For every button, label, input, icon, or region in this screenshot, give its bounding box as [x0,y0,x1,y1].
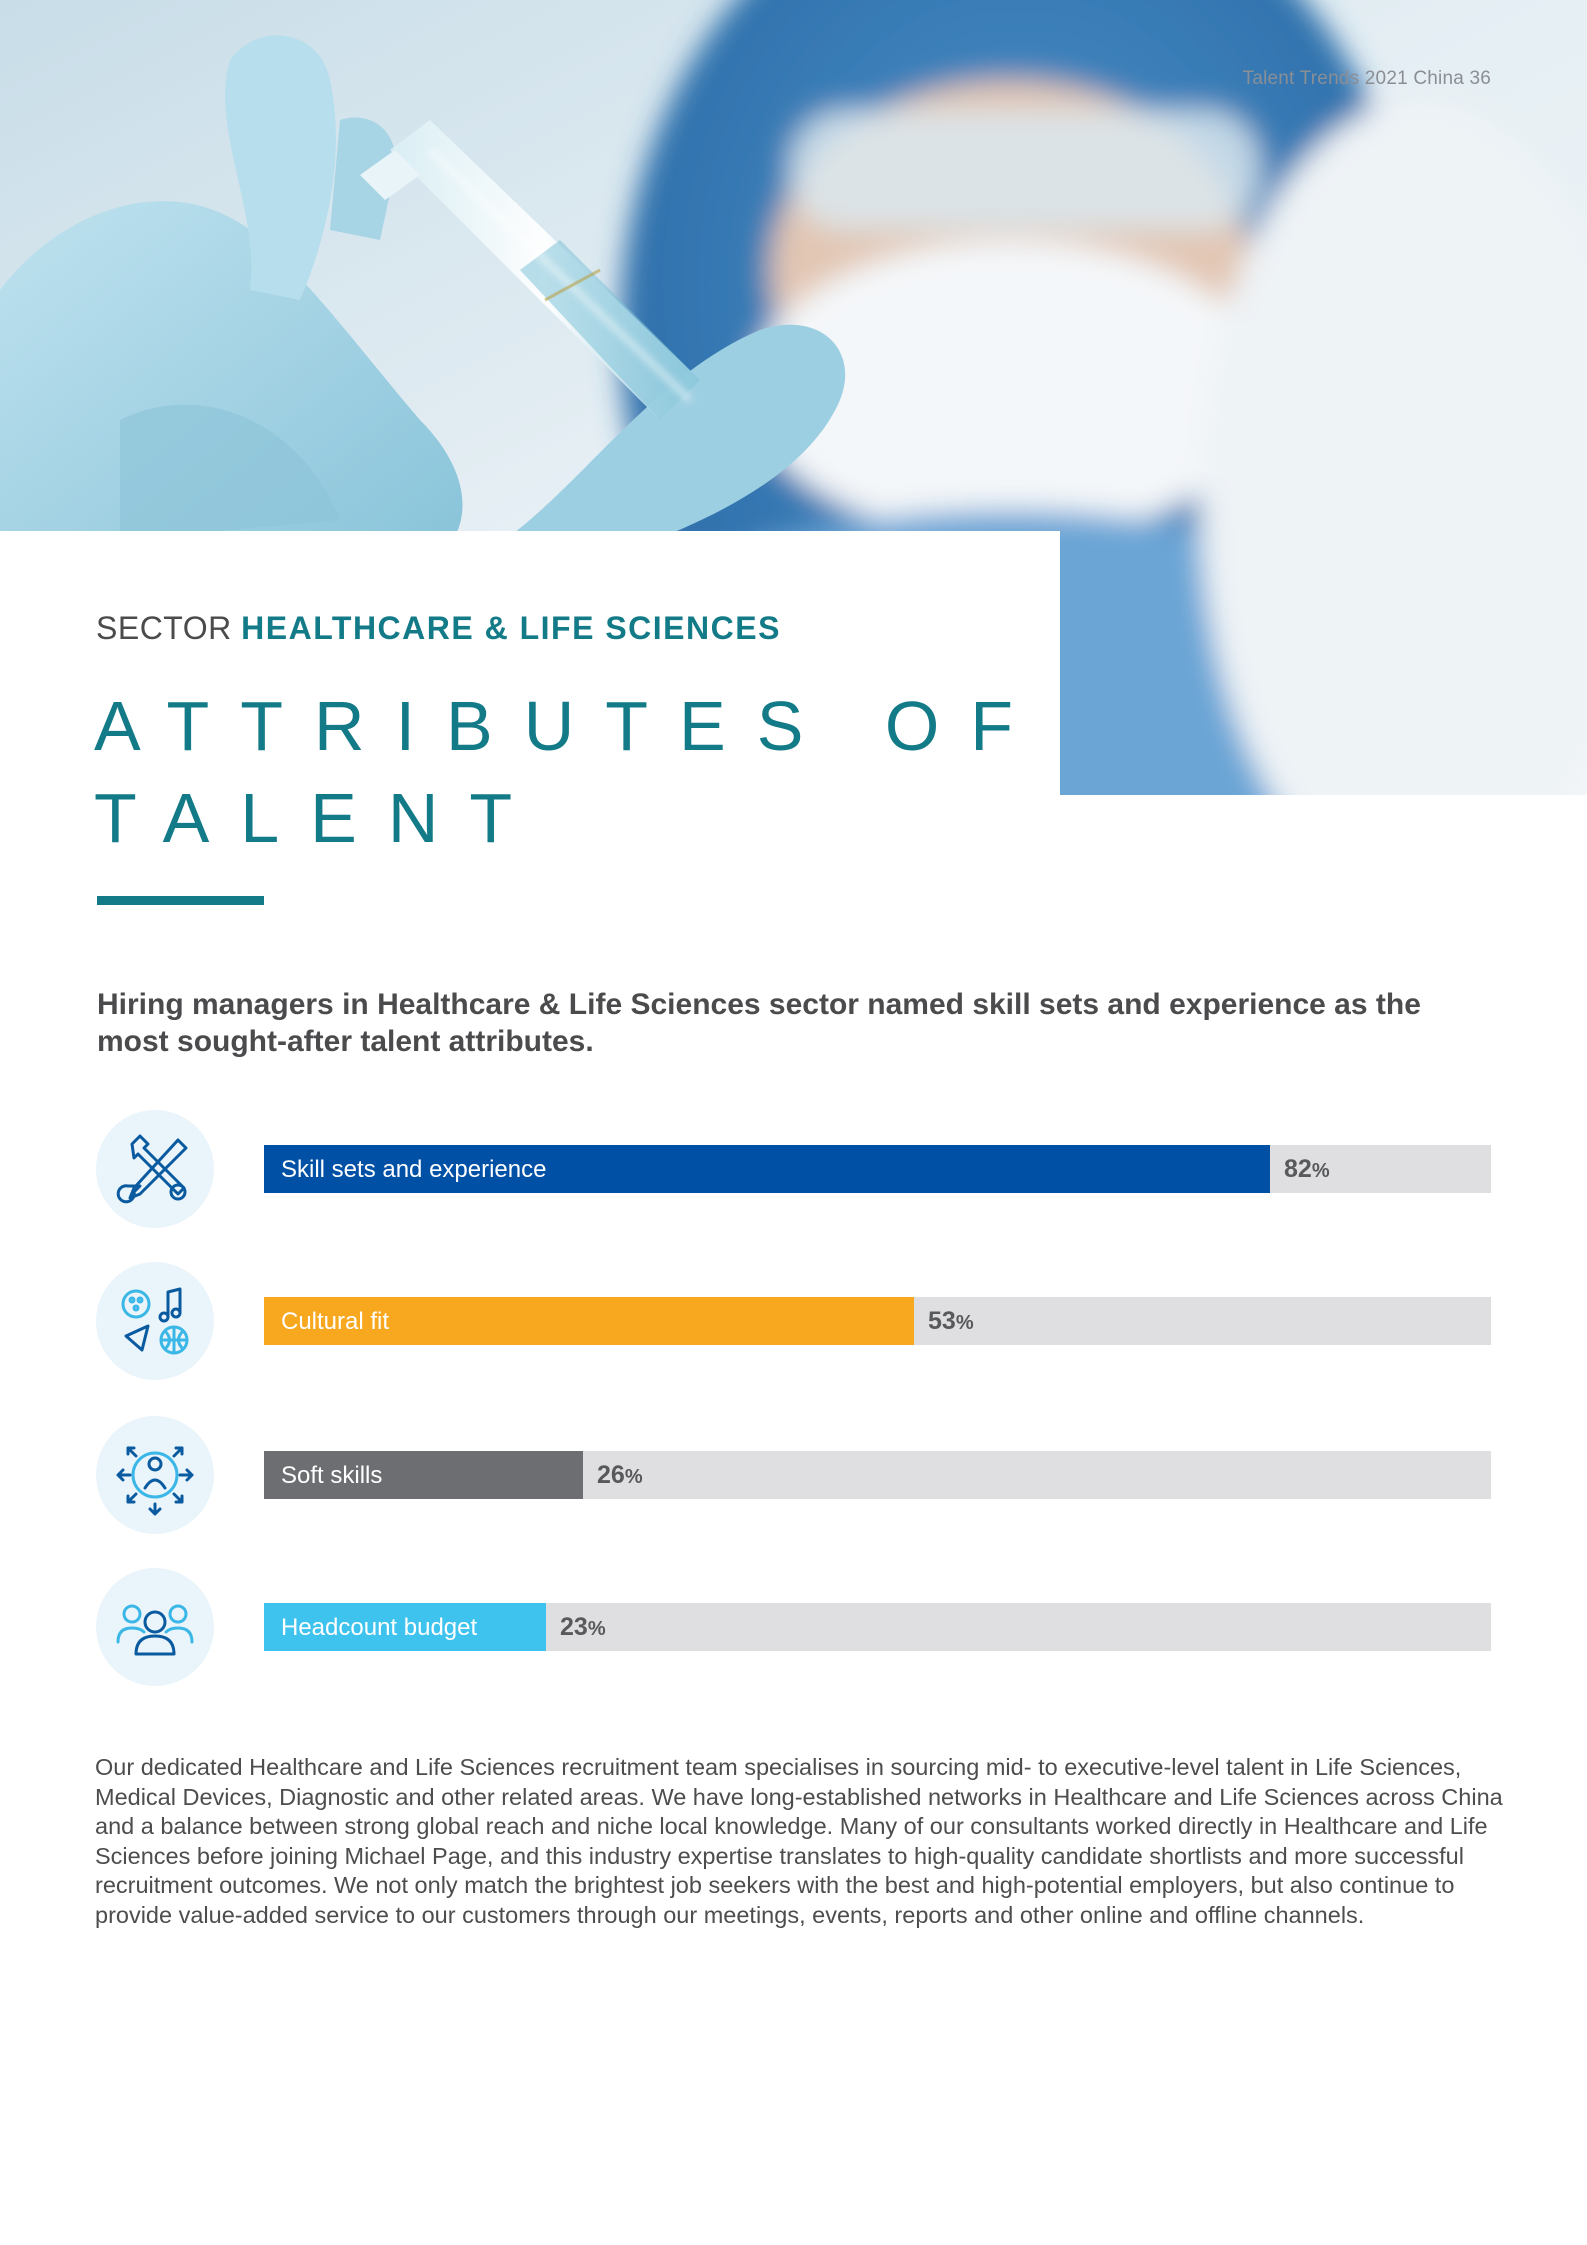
bar: Skill sets and experience [264,1145,1270,1193]
bar-value-label: 26% [597,1451,643,1499]
hobbies-icon-graphic [121,1287,189,1355]
value-number: 53 [928,1307,956,1335]
bar-value-label: 53% [928,1297,974,1345]
chart-row: Skill sets and experience 82% [96,1110,1491,1228]
value-suffix: % [1311,1160,1330,1182]
bar-track: Soft skills 26% [264,1451,1491,1499]
team-icon-graphic [116,1604,194,1656]
bar-value-label: 23% [560,1603,606,1651]
sector-name: HEALTHCARE & LIFE SCIENCES [241,610,781,646]
chart-row: Headcount budget 23% [96,1568,1491,1686]
tools-icon-graphic [116,1134,188,1204]
chart-row: Cultural fit 53% [96,1262,1491,1380]
chart-row: Soft skills 26% [96,1416,1491,1534]
bar-category-label: Headcount budget [281,1614,478,1641]
bar: Cultural fit [264,1297,914,1345]
talent-attributes-bar-chart: Skill sets and experience 82% Cultural fit… [96,1110,1491,1686]
body-paragraph: Our dedicated Healthcare and Life Scienc… [95,1754,1503,1928]
title-underline [97,896,264,905]
value-number: 23 [560,1613,588,1641]
value-suffix: % [955,1312,974,1334]
team-icon [96,1568,214,1686]
value-number: 82 [1284,1155,1312,1183]
bar-category-label: Soft skills [281,1462,383,1489]
bar-track: Skill sets and experience 82% [264,1145,1491,1193]
page-title: ATTRIBUTES OF TALENT [94,687,1045,857]
value-suffix: % [587,1618,606,1640]
bar-category-label: Cultural fit [281,1308,390,1335]
bar-track: Headcount budget 23% [264,1603,1491,1651]
bar: Soft skills [264,1451,583,1499]
value-suffix: % [624,1466,643,1488]
running-head: Talent Trends 2021 China 36 [1242,68,1491,89]
value-number: 26 [597,1461,625,1489]
intro-statement: Hiring managers in Healthcare & Life Sci… [97,988,1421,1058]
title-panel [0,531,1060,831]
tools-icon [96,1110,214,1228]
sector-heading: SECTOR HEALTHCARE & LIFE SCIENCES [96,610,781,647]
bar-track: Cultural fit 53% [264,1297,1491,1345]
soft-skills-icon-graphic [116,1446,194,1516]
bar-category-label: Skill sets and experience [281,1156,547,1183]
bar: Headcount budget [264,1603,546,1651]
bar-value-label: 82% [1284,1145,1330,1193]
sector-prefix: SECTOR [96,610,232,646]
hobbies-icon [96,1262,214,1380]
soft-skills-icon [96,1416,214,1534]
